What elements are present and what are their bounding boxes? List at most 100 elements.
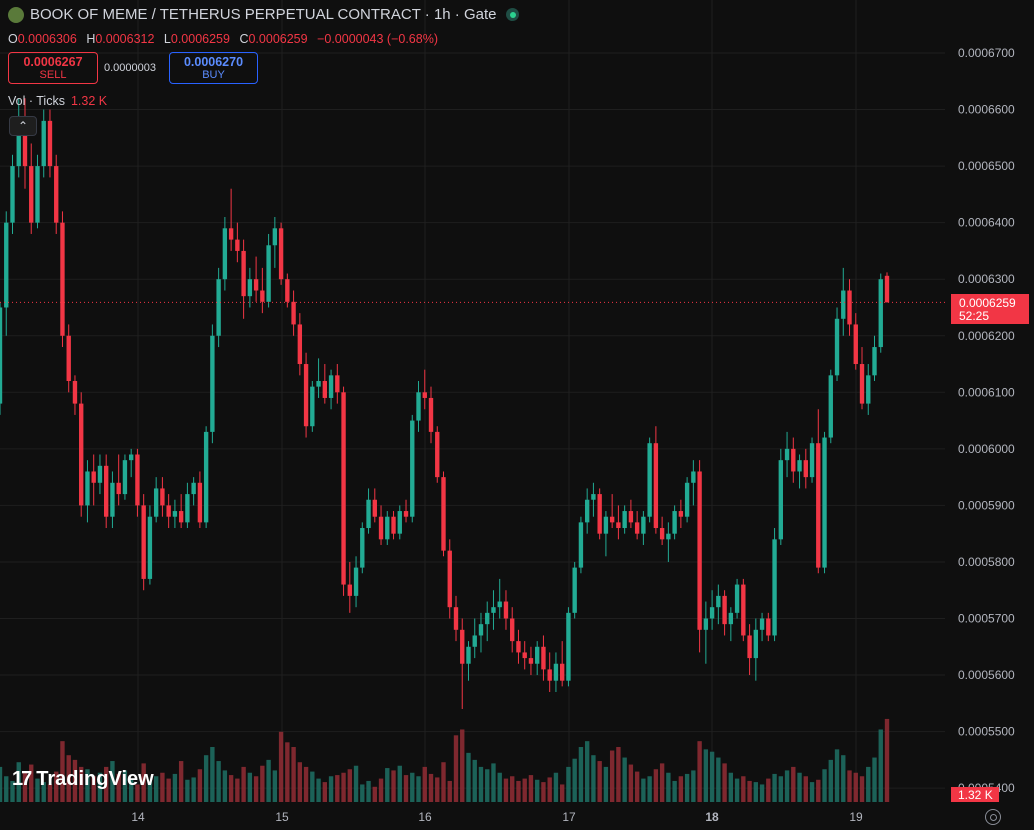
- volume-bar: [79, 766, 84, 802]
- candle-body: [285, 279, 290, 302]
- candle-body: [328, 375, 334, 398]
- low-label: L: [163, 32, 171, 46]
- volume-bar: [816, 779, 821, 802]
- volume-indicator-value: 1.32 K: [70, 94, 108, 108]
- volume-bar: [316, 778, 321, 802]
- volume-bar: [872, 757, 877, 802]
- volume-bar: [591, 755, 596, 802]
- candle-body: [278, 228, 284, 280]
- symbol-title[interactable]: BOOK OF MEME / TETHERUS PERPETUAL CONTRA…: [30, 6, 497, 23]
- candle-body: [22, 120, 28, 167]
- candle-body: [703, 618, 709, 630]
- volume-bar: [597, 761, 602, 802]
- candle-body: [366, 499, 371, 529]
- volume-bar: [778, 776, 783, 802]
- candle-body: [360, 528, 365, 568]
- candle-body: [591, 494, 596, 500]
- candle-body: [516, 641, 521, 653]
- volume-bar: [809, 782, 815, 802]
- volume-bar: [572, 758, 577, 802]
- volume-bar: [485, 769, 490, 802]
- time-tick-label: 15: [275, 810, 289, 824]
- candle-body: [122, 460, 128, 495]
- candle-body: [766, 618, 771, 636]
- candle-body: [460, 629, 465, 664]
- candle-body: [166, 505, 171, 517]
- volume-bar: [709, 751, 715, 802]
- volume-bar: [266, 759, 271, 802]
- candle-body: [222, 228, 228, 280]
- time-axis[interactable]: 14 15 16 17 18 19: [131, 810, 863, 824]
- candle-body: [210, 335, 215, 432]
- price-tick-label: 0.0006500: [958, 159, 1015, 173]
- candle-body: [428, 397, 434, 432]
- candle-body: [722, 595, 727, 625]
- candle-body: [0, 307, 3, 404]
- volume-bar: [503, 778, 509, 802]
- candle-body: [378, 516, 384, 540]
- tradingview-logo[interactable]: 17 TradingView: [12, 768, 154, 791]
- candle-body: [316, 380, 321, 387]
- candle-body: [816, 443, 821, 568]
- candle-body: [29, 166, 34, 223]
- candle-body: [716, 595, 721, 608]
- candle-body: [697, 471, 702, 630]
- candle-body: [678, 511, 684, 517]
- candle-body: [347, 584, 352, 596]
- candle-body: [153, 488, 159, 517]
- candle-body: [497, 601, 502, 608]
- volume-bar: [822, 769, 827, 802]
- volume-bar: [441, 762, 446, 802]
- candle-body: [385, 516, 390, 540]
- candle-body: [472, 635, 477, 647]
- volume-bar: [791, 766, 796, 802]
- candle-body: [659, 528, 665, 540]
- candle-body: [247, 279, 253, 297]
- volume-bar: [847, 770, 852, 802]
- volume-bar: [22, 772, 28, 802]
- bar-countdown: 52:25: [959, 309, 989, 323]
- candle-body: [16, 120, 21, 167]
- volume-bar: [747, 780, 752, 802]
- volume-bar: [322, 782, 328, 802]
- volume-bar: [104, 766, 109, 802]
- candle-body: [803, 460, 808, 478]
- candle-body: [597, 494, 602, 534]
- candle-body: [291, 301, 296, 325]
- volume-bar: [697, 741, 702, 802]
- candle-body: [160, 488, 165, 506]
- candle-body: [416, 392, 421, 421]
- price-tick-label: 0.0005800: [958, 555, 1015, 569]
- candle-body: [447, 550, 452, 608]
- candle-body: [628, 511, 634, 523]
- volume-bar: [703, 749, 709, 802]
- candle-body: [172, 511, 178, 517]
- candle-body: [97, 465, 103, 483]
- sell-button[interactable]: 0.0006267 SELL: [8, 52, 98, 84]
- volume-bar: [460, 729, 465, 802]
- candle-body: [253, 279, 259, 291]
- candle-body: [147, 516, 153, 579]
- volume-bar: [328, 776, 334, 802]
- close-label: C: [239, 32, 249, 46]
- buy-button[interactable]: 0.0006270 BUY: [169, 52, 258, 84]
- volume-bar: [247, 772, 253, 802]
- candle-body: [809, 443, 815, 478]
- collapse-legend-button[interactable]: ⌃: [9, 116, 37, 136]
- volume-bar: [416, 776, 421, 802]
- volume-bar: [766, 778, 771, 802]
- volume-bar: [272, 770, 278, 802]
- price-axis[interactable]: 0.0006700 0.0006600 0.0006500 0.0006400 0.00…: [958, 46, 1015, 795]
- volume-bar: [497, 772, 502, 802]
- candle-body: [878, 279, 883, 348]
- volume-bar: [10, 780, 15, 802]
- volume-legend[interactable]: Vol · Ticks 1.32 K: [8, 94, 107, 108]
- gear-icon[interactable]: [985, 809, 1001, 825]
- volume-bar: [884, 718, 890, 802]
- price-tick-label: 0.0005700: [958, 612, 1015, 626]
- candle-body: [441, 477, 446, 551]
- symbol-logo-icon: [8, 6, 24, 23]
- volume-bar: [110, 761, 115, 802]
- volume-bar: [553, 772, 559, 802]
